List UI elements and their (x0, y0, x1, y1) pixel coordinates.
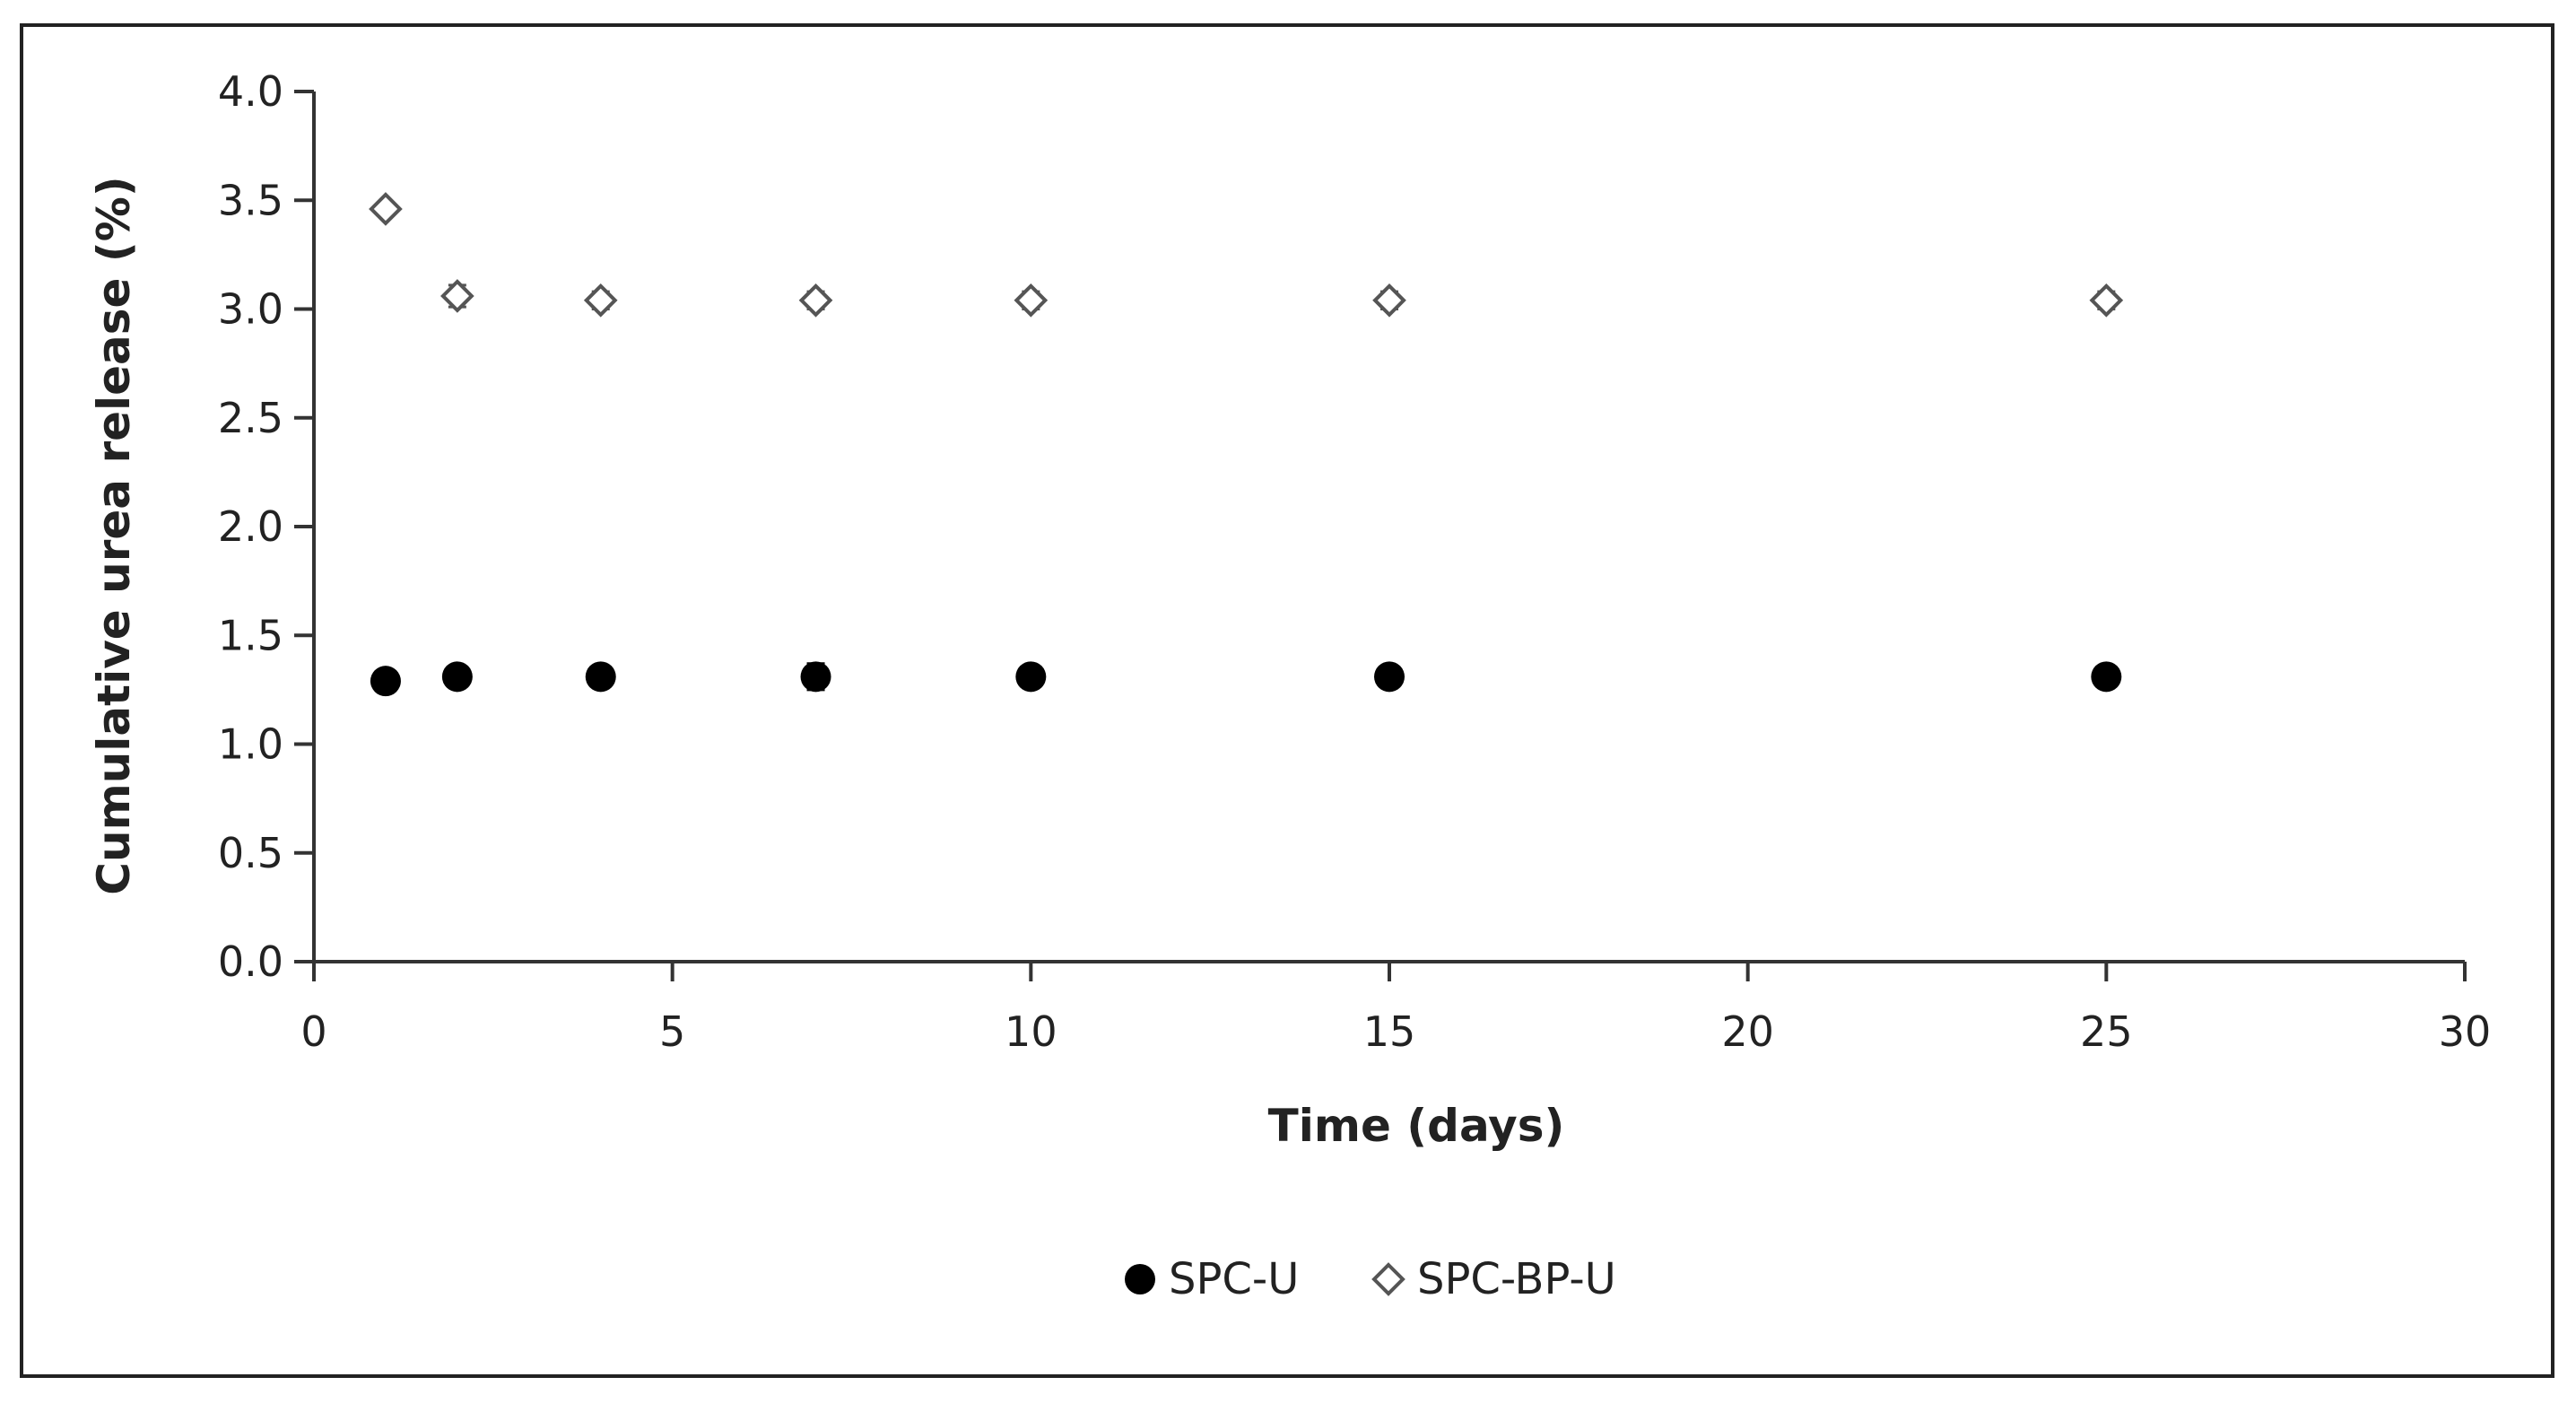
x-tick-label: 15 (1363, 1007, 1416, 1056)
x-tick-label: 30 (2439, 1007, 2492, 1056)
data-point (585, 661, 616, 693)
data-point (1015, 661, 1047, 693)
legend-item: SPC-BP-U (1371, 1254, 1616, 1304)
y-ticks: 0.0 0.5 1.0 1.5 2.0 2.5 3.0 3.5 4.0 (218, 67, 314, 986)
data-point (441, 661, 473, 693)
legend-marker (1125, 1264, 1155, 1294)
y-axis-title: Cumulative urea release (%) (88, 176, 140, 894)
axes (312, 92, 2465, 963)
data-point (440, 279, 474, 313)
data-point (369, 192, 403, 226)
legend-marker (1371, 1262, 1405, 1296)
data-point (1014, 283, 1049, 318)
x-ticks: 0 5 10 15 20 25 30 (300, 962, 2491, 1056)
series-spc-bp-u (369, 192, 2124, 318)
data-point (370, 666, 401, 697)
y-tick-label: 1.0 (218, 720, 283, 769)
legend: SPC-U SPC-BP-U (1125, 1254, 1616, 1304)
x-tick-label: 20 (1721, 1007, 1774, 1056)
y-tick-label: 3.0 (218, 285, 283, 334)
x-axis-title: Time (days) (1268, 1100, 1565, 1152)
x-tick-label: 0 (300, 1007, 326, 1056)
chart: 0.0 0.5 1.0 1.5 2.0 2.5 3.0 3.5 4.0 0 5 10 15 20 25 30… (88, 67, 2491, 1304)
legend-label: SPC-BP-U (1417, 1254, 1616, 1304)
legend-item: SPC-U (1125, 1254, 1299, 1304)
y-tick-label: 0.0 (218, 937, 283, 986)
series-spc-u (370, 661, 2122, 697)
y-tick-label: 2.0 (218, 502, 283, 551)
data-point (2089, 283, 2124, 318)
y-tick-label: 3.5 (218, 176, 283, 224)
x-tick-label: 25 (2080, 1007, 2133, 1056)
data-point (583, 283, 618, 318)
data-point (1372, 283, 1406, 318)
legend-label: SPC-U (1169, 1254, 1299, 1304)
chart-frame: 0.0 0.5 1.0 1.5 2.0 2.5 3.0 3.5 4.0 0 5 10 15 20 25 30… (20, 23, 2554, 1378)
data-point (1374, 661, 1405, 693)
data-point (2091, 661, 2122, 693)
x-tick-label: 5 (659, 1007, 685, 1056)
data-point (800, 661, 831, 693)
data-point (798, 283, 833, 318)
series-layer (369, 192, 2124, 697)
y-tick-label: 1.5 (218, 611, 283, 659)
y-tick-label: 0.5 (218, 829, 283, 877)
y-tick-label: 2.5 (218, 394, 283, 442)
y-tick-label: 4.0 (218, 67, 283, 116)
x-tick-label: 10 (1005, 1007, 1057, 1056)
